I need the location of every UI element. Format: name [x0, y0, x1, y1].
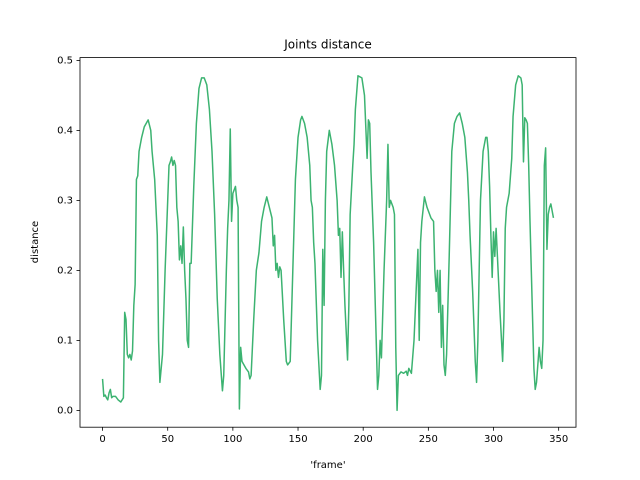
y-tick-label: 0.1 — [57, 335, 73, 346]
y-tick-label: 0.2 — [57, 265, 73, 276]
x-tick-label: 100 — [223, 434, 242, 445]
x-tick-label: 50 — [161, 434, 174, 445]
x-tick-label: 250 — [419, 434, 438, 445]
x-tick-label: 0 — [99, 434, 105, 445]
y-tick-label: 0.0 — [57, 405, 73, 416]
data-line — [101, 75, 555, 412]
chart-title: Joints distance — [283, 38, 371, 52]
y-tick-label: 0.5 — [57, 55, 73, 66]
y-tick-label: 0.4 — [57, 125, 73, 136]
plot-area — [101, 75, 555, 412]
y-axis-label: distance — [30, 221, 41, 263]
y-tick-label: 0.3 — [57, 195, 73, 206]
x-tick-label: 350 — [549, 434, 568, 445]
x-tick-label: 150 — [288, 434, 307, 445]
axes-frame — [79, 57, 577, 428]
x-tick-label: 300 — [484, 434, 503, 445]
x-axis-label: 'frame' — [310, 460, 345, 471]
x-tick-label: 200 — [354, 434, 373, 445]
